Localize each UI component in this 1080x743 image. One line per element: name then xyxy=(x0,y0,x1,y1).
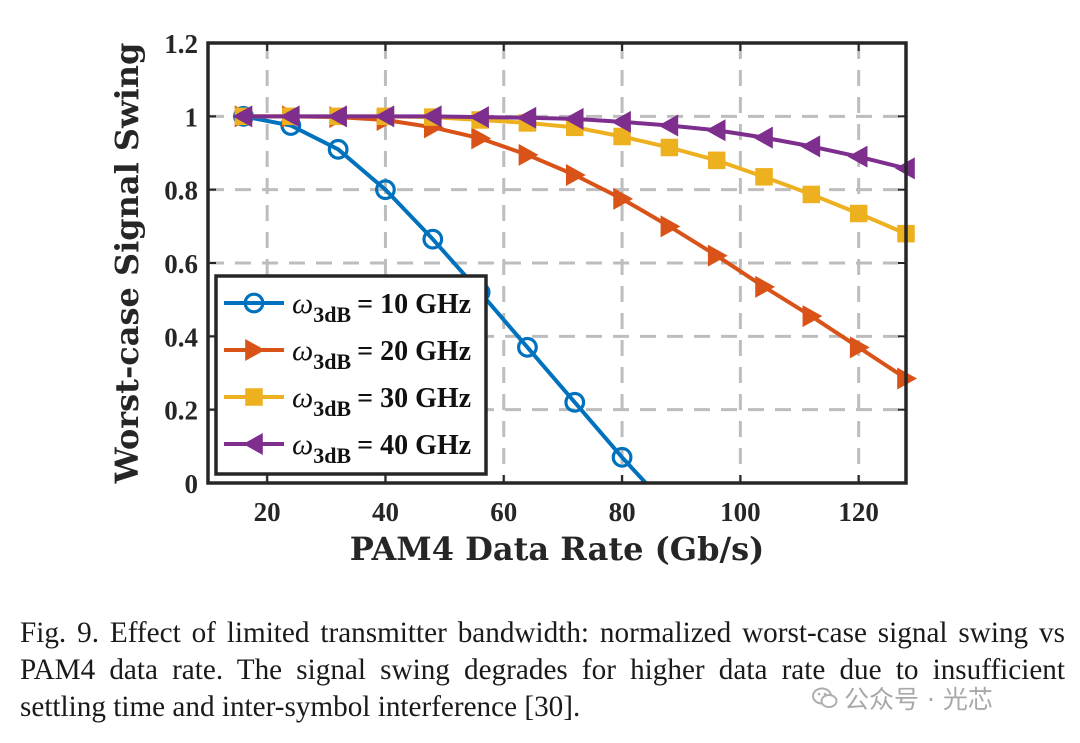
legend-label: ω3dB = 40 GHz xyxy=(292,428,471,468)
data-point-triangle-right xyxy=(707,244,728,267)
data-point-triangle-left xyxy=(243,433,263,455)
chart-figure: 20 40 60 80 100 120 0 0.2 0.4 0.6 0.8 1 1.2 PAM4 Dat… xyxy=(108,29,917,568)
data-point-square xyxy=(613,127,631,146)
legend-subscript: 3dB xyxy=(313,443,351,468)
legend-value: = 30 GHz xyxy=(357,383,471,414)
series-line xyxy=(243,114,648,483)
data-point-circle xyxy=(422,228,444,250)
data-point-circle xyxy=(243,292,265,314)
data-point-triangle-left xyxy=(658,114,679,137)
data-point-circle xyxy=(375,179,396,201)
legend-label: ω3dB = 20 GHz xyxy=(292,334,471,374)
x-tick-label: 100 xyxy=(720,497,761,527)
data-point-triangle-left xyxy=(374,105,395,128)
data-point-triangle-left xyxy=(469,106,489,129)
legend-subscript: 3dB xyxy=(313,302,351,327)
data-point-square xyxy=(245,388,263,406)
data-point-circle xyxy=(517,336,538,358)
y-tick-label: 0 xyxy=(185,469,199,499)
x-axis-label: PAM4 Data Rate (Gb/s) xyxy=(350,530,765,568)
data-point-circle xyxy=(611,446,633,468)
data-point-triangle-left xyxy=(327,105,347,128)
data-point-triangle-left xyxy=(563,107,584,130)
legend-omega: ω xyxy=(292,381,313,414)
data-point-triangle-right xyxy=(755,275,776,298)
wechat-icon xyxy=(812,687,838,708)
legend-item-4: ω3dB = 40 GHz xyxy=(224,428,471,468)
tick-labels: 20 40 60 80 100 120 0 0.2 0.4 0.6 0.8 1 1.2 xyxy=(164,29,906,527)
data-point-triangle-left xyxy=(705,119,726,142)
chart-svg: 20 40 60 80 100 120 0 0.2 0.4 0.6 0.8 1 1.2 PAM4 Dat… xyxy=(108,29,917,568)
y-tick-label: 1.2 xyxy=(164,29,198,59)
data-point-square xyxy=(802,185,821,204)
series-4 xyxy=(232,105,915,180)
legend-value: = 20 GHz xyxy=(357,336,471,367)
series-1 xyxy=(233,105,648,483)
y-tick-label: 0.2 xyxy=(164,396,198,426)
legend-item-1: ω3dB = 10 GHz xyxy=(224,287,471,327)
legend-subscript: 3dB xyxy=(313,396,351,421)
data-point-triangle-left xyxy=(232,105,253,128)
data-point-triangle-right xyxy=(565,164,586,186)
data-point-triangle-left xyxy=(279,105,300,128)
data-point-triangle-right xyxy=(613,187,634,210)
x-tick-label: 80 xyxy=(609,497,636,527)
data-point-triangle-left xyxy=(800,135,821,158)
data-point-triangle-right xyxy=(849,336,870,359)
legend-item-2: ω3dB = 20 GHz xyxy=(224,334,471,374)
legend-item-3: ω3dB = 30 GHz xyxy=(224,381,471,421)
y-axis-label: Worst-case Signal Swing xyxy=(108,43,146,485)
x-tick-label: 40 xyxy=(372,497,399,527)
data-point-circle xyxy=(327,138,349,160)
x-tick-label: 120 xyxy=(838,497,879,527)
legend-omega: ω xyxy=(292,428,313,461)
x-tick-label: 60 xyxy=(490,497,517,527)
data-point-circle xyxy=(564,391,586,413)
data-point-triangle-left xyxy=(421,105,442,128)
legend-value: = 40 GHz xyxy=(357,430,471,461)
legend-label: ω3dB = 10 GHz xyxy=(292,287,471,327)
legend-omega: ω xyxy=(292,287,313,320)
y-tick-label: 1 xyxy=(185,102,199,132)
data-point-triangle-right xyxy=(518,143,539,166)
data-point-square xyxy=(755,168,773,186)
data-point-triangle-left xyxy=(516,106,537,129)
series-layer xyxy=(232,105,917,483)
data-point-triangle-left xyxy=(611,110,631,133)
data-point-triangle-right xyxy=(660,215,681,238)
data-point-square xyxy=(849,204,868,223)
legend-label: ω3dB = 30 GHz xyxy=(292,381,471,421)
x-tick-label: 20 xyxy=(254,497,281,527)
legend-subscript: 3dB xyxy=(313,349,351,374)
y-tick-label: 0.6 xyxy=(164,249,198,279)
data-point-triangle-left xyxy=(847,145,868,168)
data-point-square xyxy=(707,151,726,170)
data-point-triangle-left xyxy=(753,126,773,149)
watermark-text: 公众号 · 光芯 xyxy=(844,685,993,714)
watermark: 公众号 · 光芯 xyxy=(812,680,993,716)
data-point-triangle-right xyxy=(245,339,265,361)
data-point-square xyxy=(660,138,679,157)
data-point-triangle-right xyxy=(802,305,823,328)
data-point-triangle-right xyxy=(471,127,492,150)
y-tick-label: 0.8 xyxy=(164,176,198,206)
figure-caption: Fig. 9. Effect of limited transmitter ba… xyxy=(20,617,1065,723)
y-tick-label: 0.4 xyxy=(164,322,198,352)
legend-omega: ω xyxy=(292,334,313,367)
legend-value: = 10 GHz xyxy=(357,289,471,320)
